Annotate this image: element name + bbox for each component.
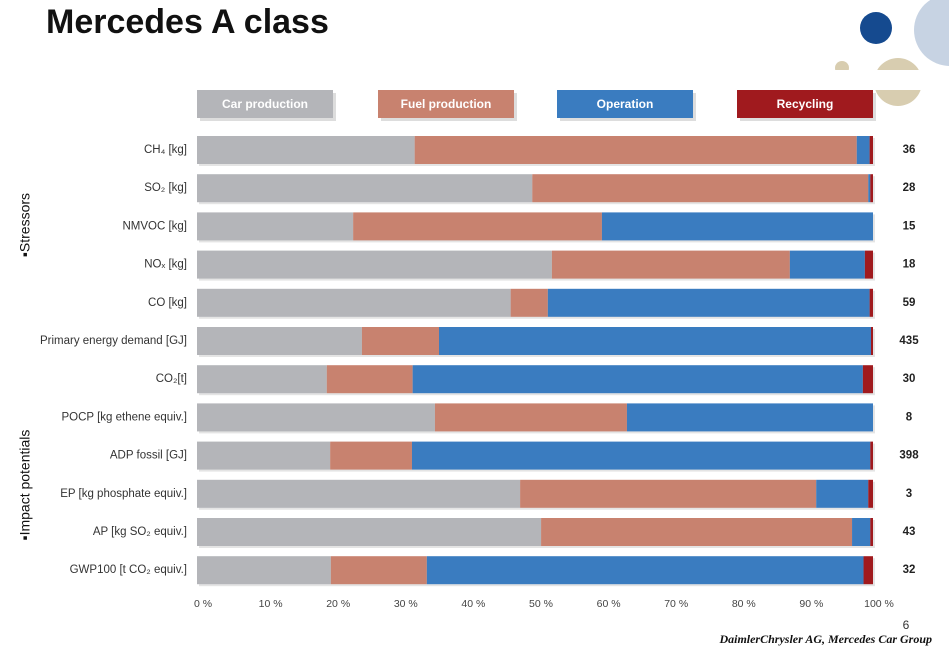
total-label: 43 <box>903 526 916 538</box>
bar-segment <box>868 174 871 203</box>
bar-segment <box>197 479 521 508</box>
x-tick-label: 10 % <box>259 598 283 610</box>
legend-label: Fuel production <box>401 97 492 111</box>
footer: DaimlerChrysler AG, Mercedes Car Group <box>718 632 932 646</box>
bar-segment <box>197 327 362 355</box>
bar-segment <box>197 174 533 203</box>
total-label: 36 <box>903 144 916 156</box>
bar-segment <box>197 288 511 317</box>
total-label: 28 <box>903 182 916 194</box>
bar-segment <box>601 212 873 241</box>
bar-segment <box>414 136 857 164</box>
bar-segment <box>870 174 873 203</box>
bar-segment <box>330 556 427 585</box>
bar-segment <box>197 403 435 432</box>
bar-segment <box>197 136 415 164</box>
bar-segment <box>353 212 602 241</box>
decor-circle <box>914 0 949 66</box>
bar-segment <box>411 441 871 470</box>
bar-segment <box>361 327 440 355</box>
category-label: AP [kg SO₂ equiv.] <box>93 526 187 538</box>
category-label: NMVOC [kg] <box>122 220 187 232</box>
bar-segment <box>863 556 873 585</box>
bar-segment <box>197 250 552 279</box>
category-label: GWP100 [t CO₂ equiv.] <box>70 564 187 576</box>
total-label: 3 <box>906 488 912 500</box>
bar-segment <box>426 556 864 585</box>
bar-segment <box>551 250 790 279</box>
bar-segment <box>870 518 873 546</box>
legend-label: Recycling <box>777 97 834 111</box>
x-tick-label: 80 % <box>732 598 756 610</box>
x-tick-label: 20 % <box>326 598 350 610</box>
bar-segment <box>870 327 873 355</box>
x-tick-label: 0 % <box>194 598 212 610</box>
category-label: Primary energy demand [GJ] <box>40 335 187 347</box>
bar-segment <box>197 365 327 394</box>
total-label: 32 <box>903 564 916 576</box>
bar-segment <box>547 288 870 317</box>
total-label: 59 <box>903 297 916 309</box>
decor-mask <box>830 70 949 90</box>
decor-circle <box>860 12 892 44</box>
x-tick-label: 40 % <box>461 598 485 610</box>
bar-segment <box>856 136 870 164</box>
bar-segment <box>869 136 873 164</box>
bar-segment <box>789 250 865 279</box>
x-tick-label: 70 % <box>664 598 688 610</box>
total-label: 8 <box>906 411 913 423</box>
bar-segment <box>326 365 413 394</box>
bar-segment <box>439 327 871 355</box>
category-label: EP [kg phosphate equiv.] <box>60 488 187 500</box>
category-label: ADP fossil [GJ] <box>110 450 187 462</box>
total-label: 398 <box>899 450 919 462</box>
bar-segment <box>864 250 873 279</box>
legend-swatch <box>557 90 693 118</box>
bar-segment <box>862 365 873 394</box>
bar-segment <box>510 288 548 317</box>
legend-swatch <box>197 90 333 118</box>
legend-label: Car production <box>222 97 308 111</box>
legend-swatch <box>378 90 514 118</box>
slide-title: Mercedes A class <box>46 3 329 41</box>
bar-segment <box>197 212 354 241</box>
page-number: 6 <box>903 618 910 632</box>
bar-segment <box>197 441 331 470</box>
bar-segment <box>532 174 869 203</box>
legend-label: Operation <box>597 97 654 111</box>
category-label: POCP [kg ethene equiv.] <box>61 411 187 423</box>
category-label: CO [kg] <box>148 297 187 309</box>
x-tick-label: 90 % <box>799 598 823 610</box>
x-tick-label: 60 % <box>597 598 621 610</box>
bar-segment <box>541 518 853 546</box>
category-label: SO₂ [kg] <box>144 182 187 194</box>
total-label: 435 <box>899 335 919 347</box>
x-tick-label: 50 % <box>529 598 553 610</box>
bar-segment <box>197 518 542 546</box>
bar-segment <box>626 403 873 432</box>
legend-swatch <box>737 90 873 118</box>
total-label: 30 <box>903 373 916 385</box>
x-tick-label: 30 % <box>394 598 418 610</box>
bar-segment <box>852 518 871 546</box>
bar-segment <box>868 479 873 508</box>
bar-segment <box>870 441 873 470</box>
category-label: CH₄ [kg] <box>144 144 187 156</box>
group-label: ▪Impact potentials <box>17 430 33 541</box>
group-label: ▪Stressors <box>17 193 33 257</box>
bar-segment <box>197 556 331 585</box>
category-label: CO₂[t] <box>156 373 187 385</box>
bar-segment <box>434 403 627 432</box>
bar-segment <box>412 365 863 394</box>
category-label: NOₓ [kg] <box>144 259 187 271</box>
total-label: 18 <box>903 259 916 271</box>
total-label: 15 <box>903 220 916 232</box>
bar-segment <box>330 441 412 470</box>
bar-segment <box>869 288 873 317</box>
bar-segment <box>816 479 869 508</box>
x-tick-label: 100 % <box>864 598 894 610</box>
bar-segment <box>520 479 817 508</box>
